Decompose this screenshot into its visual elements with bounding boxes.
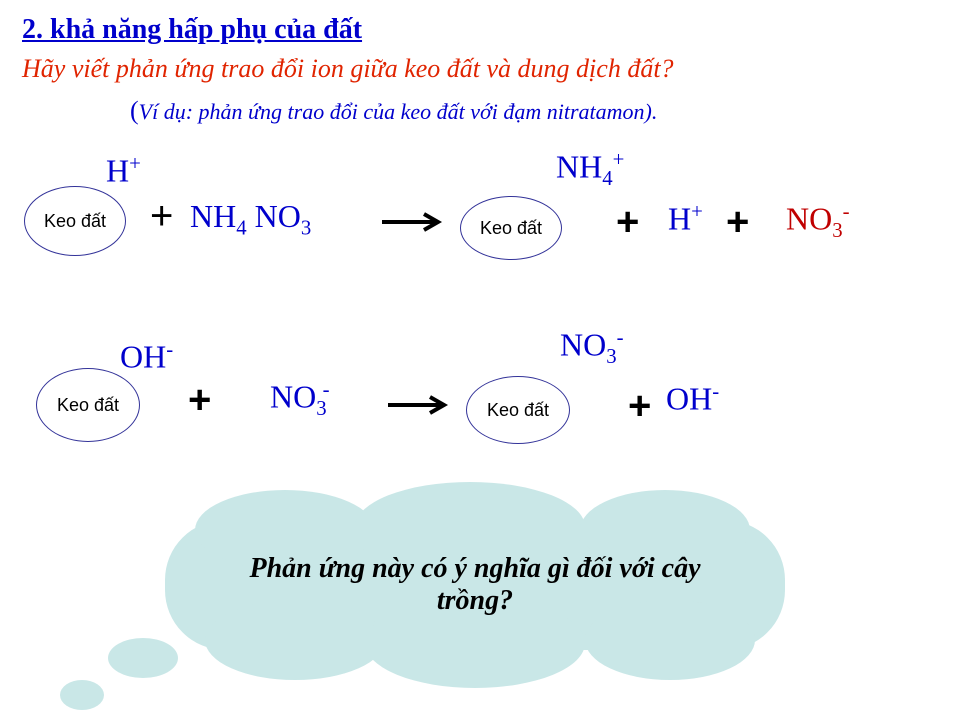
bubble-label: Keo đất [487, 400, 549, 421]
eq2-right-ion: NO3- [560, 326, 624, 369]
eq2-product1: OH- [666, 380, 719, 418]
plus-sign: + [616, 200, 639, 245]
paren-open: ( [130, 96, 139, 125]
question-text: Hãy viết phản ứng trao đổi ion giữa keo … [22, 54, 922, 84]
plus-sign: + [628, 384, 651, 429]
plus-sign: + [150, 194, 173, 239]
eq1-right-ion: NH4+ [556, 148, 624, 191]
arrow-icon [386, 395, 456, 415]
cloud-trail [60, 680, 104, 710]
arrow-icon [380, 212, 450, 232]
eq2-left-bubble: Keo đất [36, 368, 140, 442]
eq1-reactant: NH4 NO3 [190, 198, 311, 240]
plus-sign: + [188, 378, 211, 423]
plus-sign: + [726, 200, 749, 245]
eq1-left-bubble: Keo đất [24, 186, 126, 256]
slide-stage: 2. khả năng hấp phụ của đất Hãy viết phả… [0, 0, 960, 720]
cloud-trail [108, 638, 178, 678]
eq1-product1: H+ [668, 200, 703, 238]
eq1-right-bubble: Keo đất [460, 196, 562, 260]
example-text: (Ví dụ: phản ứng trao đổi của keo đất vớ… [130, 96, 930, 126]
eq2-left-ion: OH- [120, 338, 173, 376]
eq1-left-ion: H+ [106, 152, 141, 190]
example-body: Ví dụ: phản ứng trao đổi của keo đất với… [139, 99, 658, 124]
eq1-product2: NO3- [786, 200, 850, 243]
thought-cloud: Phản ứng này có ý nghĩa gì đối với cây t… [165, 520, 785, 650]
bubble-label: Keo đất [480, 218, 542, 239]
cloud-text: Phản ứng này có ý nghĩa gì đối với cây t… [215, 553, 735, 617]
eq2-right-bubble: Keo đất [466, 376, 570, 444]
eq2-reactant: NO3- [270, 378, 330, 421]
bubble-label: Keo đất [44, 211, 106, 232]
bubble-label: Keo đất [57, 395, 119, 416]
section-title: 2. khả năng hấp phụ của đất [22, 14, 362, 46]
